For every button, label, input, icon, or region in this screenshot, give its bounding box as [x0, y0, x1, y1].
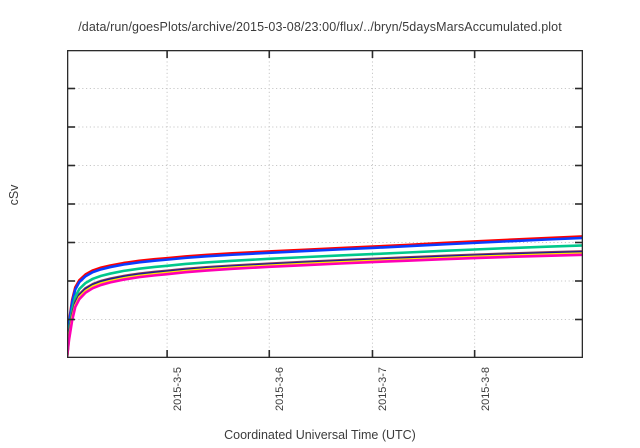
curve-green — [67, 244, 583, 358]
plot-canvas — [67, 50, 583, 358]
plot-frame — [67, 50, 583, 358]
x-tick-label: 2015-3-6 — [274, 367, 287, 412]
x-axis-label: Coordinated Universal Time (UTC) — [224, 428, 416, 442]
plot-background — [67, 50, 583, 358]
x-tick-label: 2015-3-5 — [172, 367, 185, 412]
curve-blue — [67, 236, 583, 358]
axis-tick-marks — [67, 50, 583, 358]
curve-magenta — [67, 253, 583, 358]
plot-area — [67, 50, 583, 358]
curve-red — [67, 235, 583, 358]
data-series-group — [67, 235, 583, 358]
x-tick-label: 2015-3-8 — [479, 367, 492, 412]
chart-title: /data/run/goesPlots/archive/2015-03-08/2… — [78, 20, 562, 34]
x-tick-label: 2015-3-7 — [377, 367, 390, 412]
